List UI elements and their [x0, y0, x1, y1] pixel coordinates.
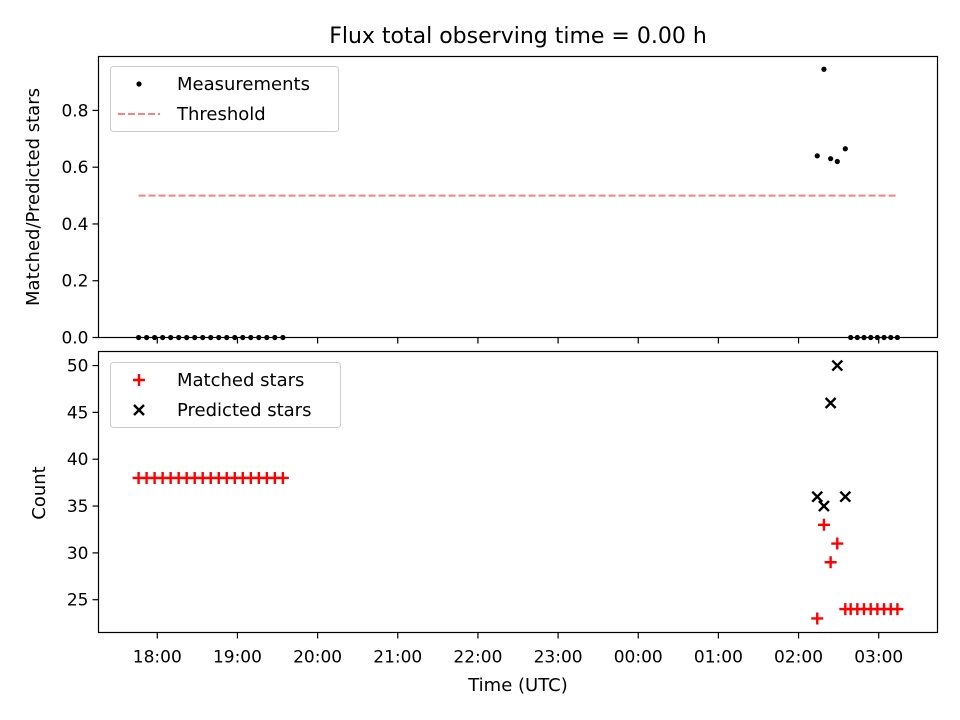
top-panel: 0.00.20.40.60.8 Matched/Predicted stars … [23, 55, 939, 349]
bottom-legend: Matched stars Predicted stars [110, 362, 341, 428]
top-y-tick-label: 0.2 [61, 272, 88, 292]
x-tick-label: 03:00 [854, 648, 903, 668]
x-tick-label: 01:00 [694, 648, 743, 668]
top-y-axis-label: Matched/Predicted stars [23, 88, 44, 306]
x-tick-label: 18:00 [133, 648, 182, 668]
measurements-point [828, 156, 834, 162]
x-tick-label: 22:00 [453, 648, 502, 668]
top-axes-frame [97, 55, 939, 339]
measurements-point [821, 66, 827, 72]
predicted-stars-legend-label: Predicted stars [177, 400, 311, 421]
bottom-y-tick-label: 25 [67, 591, 89, 611]
top-y-tick-label: 0.4 [61, 215, 88, 235]
bottom-y-tick-label: 35 [67, 497, 89, 517]
measurements-legend-marker [136, 81, 142, 87]
measurements-point [834, 158, 840, 165]
matched-stars-legend-label: Matched stars [177, 370, 304, 391]
predicted-stars-point [831, 359, 844, 372]
top-y-tick-label: 0.0 [61, 329, 88, 349]
matched-stars-point [891, 603, 904, 616]
top-y-tick-label: 0.6 [61, 158, 88, 178]
top-x-ticks [156, 337, 880, 344]
matched-stars-point [811, 612, 824, 625]
matched-stars-point [276, 471, 289, 484]
chart-title: Flux total observing time = 0.00 h [329, 24, 707, 49]
x-tick-label: 00:00 [614, 648, 663, 668]
x-tick-label: 20:00 [293, 648, 342, 668]
bottom-x-ticks: 18:00 19:00 20:00 21:00 22:00 23:00 00:00 01:00… [133, 632, 903, 668]
bottom-y-tick-label: 50 [67, 357, 89, 377]
top-y-tick-label: 0.8 [61, 101, 88, 121]
top-y-ticks: 0.0 0.2 0.4 0.6 0.8 [61, 101, 99, 349]
x-tick-label: 19:00 [213, 648, 262, 668]
predicted-stars-legend-marker [133, 404, 145, 416]
bottom-y-tick-label: 40 [67, 450, 89, 470]
bottom-y-tick-label: 30 [67, 544, 89, 564]
matched-stars-point [824, 556, 837, 569]
predicted-stars-point [818, 500, 830, 512]
predicted-stars-point [824, 397, 837, 409]
bottom-plot-area [132, 359, 904, 625]
top-legend-box [110, 66, 339, 132]
x-tick-label: 02:00 [774, 648, 823, 668]
threshold-legend-label: Threshold [176, 104, 266, 125]
measurements-point [814, 153, 820, 159]
top-legend: Measurements Threshold [110, 66, 339, 132]
x-tick-label: 21:00 [373, 648, 422, 668]
bottom-axes-frame [97, 350, 939, 634]
x-axis-label: Time (UTC) [467, 675, 568, 696]
matched-stars-point [831, 537, 844, 550]
measurements-legend-label: Measurements [177, 74, 310, 95]
x-tick-label: 23:00 [534, 648, 583, 668]
predicted-stars-point [839, 490, 852, 503]
bottom-legend-box [110, 362, 341, 428]
matched-stars-legend-marker [133, 374, 145, 386]
predicted-stars-point [811, 490, 824, 503]
bottom-panel: 25 30 35 40 45 50 18:00 19:00 20:00 21:00 22:00 23… [29, 350, 939, 696]
bottom-y-ticks: 25 30 35 40 45 50 [67, 357, 99, 611]
bottom-y-tick-label: 45 [67, 403, 89, 423]
measurements-point [842, 146, 848, 152]
bottom-y-axis-label: Count [29, 466, 50, 519]
matched-stars-point [817, 518, 830, 531]
